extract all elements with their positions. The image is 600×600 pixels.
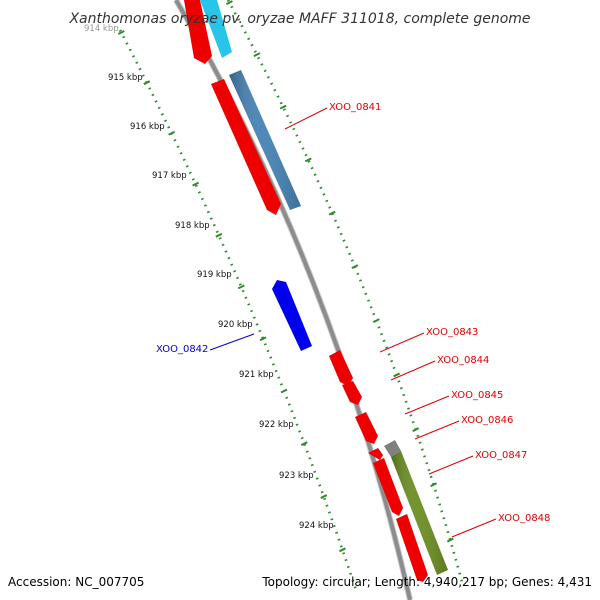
kbp-label-916: 916 kbp	[130, 122, 165, 132]
kbp-label-915: 915 kbp	[108, 73, 143, 83]
inner-kbp-tick-0	[117, 30, 125, 35]
leader-xoo-0843	[379, 332, 425, 353]
gene-label-xoo-0847[interactable]: XOO_0847	[475, 450, 527, 461]
inner-kbp-tick-1	[143, 80, 151, 86]
leader-xoo-0841	[284, 107, 328, 130]
gene-forward-bottom-b[interactable]	[396, 514, 428, 582]
outer-tick-ring	[226, 0, 464, 583]
outer-dotted-arc	[226, 0, 464, 583]
outer-kbp-tick-5	[351, 264, 359, 270]
gene-forward-long[interactable]	[211, 79, 281, 215]
inner-kbp-tick-6	[259, 336, 267, 342]
leader-xoo-0846	[414, 420, 460, 440]
gene-xoo-0846[interactable]	[368, 448, 383, 460]
genome-backbone	[173, 0, 413, 600]
gene-xoo-0842[interactable]	[272, 280, 312, 351]
gene-label-xoo-0845[interactable]: XOO_0845	[451, 390, 503, 401]
gene-forward-top[interactable]	[184, 0, 212, 64]
map-title: Xanthomonas oryzae pv. oryzae MAFF 31101…	[68, 11, 530, 27]
outer-kbp-tick-10	[446, 537, 454, 543]
inner-dotted-arc	[118, 29, 358, 591]
inner-kbp-tick-8	[300, 441, 308, 447]
gene-xoo-0843[interactable]	[329, 350, 353, 386]
gene-label-xoo-0846[interactable]: XOO_0846	[461, 415, 513, 426]
outer-kbp-tick-4	[328, 210, 336, 216]
inner-kbp-tick-2	[168, 130, 176, 136]
gene-cyan-top[interactable]	[200, 0, 232, 58]
outer-kbp-tick-3	[304, 157, 312, 163]
genome-summary: Topology: circular; Length: 4,940,217 bp…	[261, 575, 592, 589]
leader-xoo-0842	[209, 333, 255, 351]
gene-label-xoo-0844[interactable]: XOO_0844	[437, 355, 489, 366]
inner-kbp-tick-4	[215, 232, 223, 238]
outer-kbp-tick-8	[412, 427, 420, 433]
outer-kbp-tick-6	[372, 318, 380, 324]
kbp-label-922: 922 kbp	[259, 420, 294, 430]
kbp-label-919: 919 kbp	[197, 270, 232, 280]
gene-features	[184, 0, 448, 582]
leader-xoo-0847	[428, 455, 474, 475]
tick-marks	[117, 0, 454, 553]
inner-tick-ring	[118, 29, 358, 591]
gene-forward-bottom-a[interactable]	[373, 458, 403, 516]
kbp-label-921: 921 kbp	[239, 370, 274, 380]
gene-label-xoo-0842[interactable]: XOO_0842	[156, 344, 208, 355]
kbp-labels: 914 kbp 915 kbp 916 kbp 917 kbp 918 kbp …	[84, 24, 334, 531]
gene-label-xoo-0848[interactable]: XOO_0848	[498, 513, 550, 524]
outer-kbp-tick-9	[430, 482, 438, 488]
kbp-label-918: 918 kbp	[175, 221, 210, 231]
accession-label: Accession: NC_007705	[8, 575, 144, 589]
kbp-label-924: 924 kbp	[299, 521, 334, 531]
outer-kbp-tick-2	[279, 104, 287, 110]
leader-xoo-0844	[390, 360, 436, 381]
outer-kbp-tick-7	[393, 372, 401, 378]
kbp-label-914: 914 kbp	[84, 24, 119, 34]
gene-xoo-0847[interactable]	[384, 440, 401, 457]
leader-xoo-0848	[451, 518, 497, 538]
kbp-label-923: 923 kbp	[279, 471, 314, 481]
gene-labels: XOO_0841 XOO_0842 XOO_0843 XOO_0844 XOO_…	[156, 102, 550, 524]
inner-kbp-tick-10	[339, 547, 346, 553]
leader-xoo-0845	[404, 395, 450, 415]
gene-label-xoo-0843[interactable]: XOO_0843	[426, 327, 478, 338]
inner-kbp-tick-9	[320, 494, 328, 499]
kbp-label-920: 920 kbp	[218, 320, 253, 330]
inner-kbp-tick-5	[237, 284, 245, 290]
gene-label-leaders	[209, 107, 497, 538]
gene-xoo-0845[interactable]	[355, 412, 378, 444]
outer-kbp-tick-0	[225, 0, 233, 5]
kbp-label-917: 917 kbp	[152, 171, 187, 181]
gene-label-xoo-0841[interactable]: XOO_0841	[329, 102, 381, 113]
inner-kbp-tick-7	[280, 388, 288, 394]
outer-kbp-tick-1	[253, 52, 261, 58]
inner-kbp-tick-3	[192, 181, 200, 187]
gene-xoo-0844[interactable]	[342, 381, 362, 405]
